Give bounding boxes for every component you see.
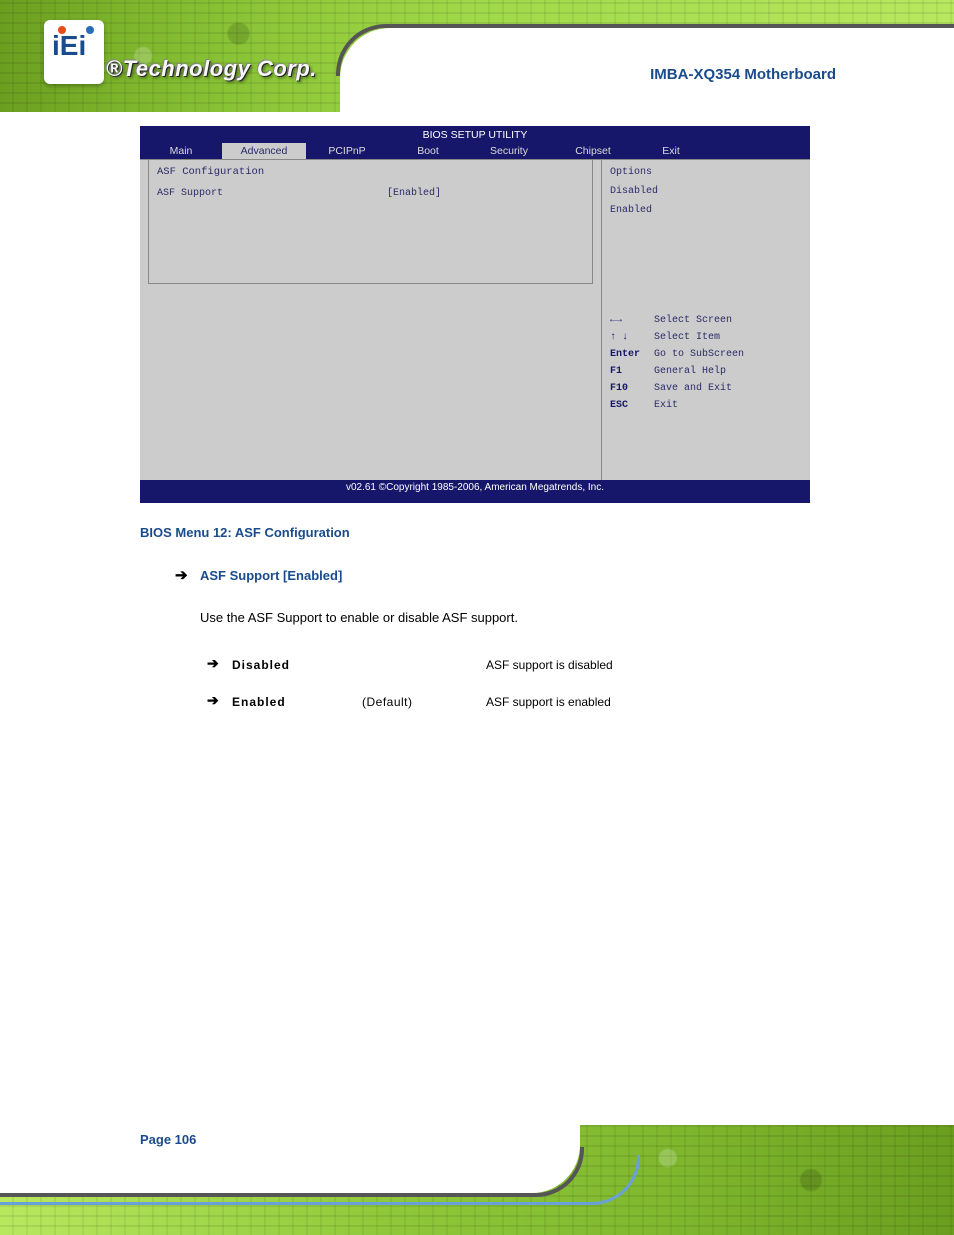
option-text: ASF support is disabled <box>486 658 613 672</box>
banner-accent <box>0 1155 640 1205</box>
top-banner: ®Technology Corp. <box>0 0 954 112</box>
bios-help-panel: Options Disabled Enabled ←→Select Screen… <box>601 160 810 480</box>
bios-tabs: Main Advanced PCIPnP Boot Security Chips… <box>140 143 810 160</box>
product-model: IMBA-XQ354 Motherboard <box>650 66 836 83</box>
setting-label: ASF Support <box>157 188 387 199</box>
bios-title: BIOS SETUP UTILITY <box>140 126 810 143</box>
key-desc: Go to SubScreen <box>654 346 744 363</box>
help-line: Enabled <box>610 204 802 217</box>
key-desc: Select Item <box>654 329 720 346</box>
key-esc: ESC <box>610 397 654 414</box>
section-title: ASF Configuration <box>157 166 584 178</box>
tab-exit[interactable]: Exit <box>636 143 706 159</box>
bios-left-panel: ASF Configuration ASF Support [Enabled] <box>140 160 601 480</box>
page-number: Page 106 <box>140 1132 196 1147</box>
bullet-arrow-icon: ➔ <box>175 566 188 584</box>
option-description: Use the ASF Support to enable or disable… <box>200 608 814 629</box>
key-arrows-lr-icon: ←→ <box>610 312 654 329</box>
key-f10: F10 <box>610 380 654 397</box>
help-line: Options <box>610 166 802 179</box>
bios-copyright: v02.61 ©Copyright 1985-2006, American Me… <box>140 480 810 495</box>
key-enter: Enter <box>610 346 654 363</box>
tab-advanced[interactable]: Advanced <box>222 143 306 159</box>
banner-curve <box>340 28 954 112</box>
logo-icon <box>44 20 104 84</box>
help-line: Disabled <box>610 185 802 198</box>
key-f1: F1 <box>610 363 654 380</box>
tab-boot[interactable]: Boot <box>388 143 468 159</box>
asf-section: ASF Configuration ASF Support [Enabled] <box>148 160 593 284</box>
key-desc: Exit <box>654 397 678 414</box>
tab-main[interactable]: Main <box>140 143 222 159</box>
option-value-label: Disabled <box>232 658 290 672</box>
setting-row[interactable]: ASF Support [Enabled] <box>157 188 584 199</box>
tab-pcipnp[interactable]: PCIPnP <box>306 143 388 159</box>
tab-security[interactable]: Security <box>468 143 550 159</box>
key-arrows-ud-icon: ↑ ↓ <box>610 329 654 346</box>
key-desc: Select Screen <box>654 312 732 329</box>
setting-value: [Enabled] <box>387 188 441 199</box>
bullet-arrow-icon: ➔ <box>207 655 219 672</box>
key-legend: ←→Select Screen ↑ ↓Select Item EnterGo t… <box>610 312 744 414</box>
key-desc: Save and Exit <box>654 380 732 397</box>
option-value-label: Enabled <box>232 695 286 709</box>
bullet-arrow-icon: ➔ <box>207 692 219 709</box>
option-default: (Default) <box>362 695 413 709</box>
bios-body: ASF Configuration ASF Support [Enabled] … <box>140 160 810 480</box>
bios-window: BIOS SETUP UTILITY Main Advanced PCIPnP … <box>140 126 810 503</box>
figure-caption: BIOS Menu 12: ASF Configuration <box>140 525 350 540</box>
tab-chipset[interactable]: Chipset <box>550 143 636 159</box>
option-heading: ASF Support [Enabled] <box>200 568 342 583</box>
key-desc: General Help <box>654 363 726 380</box>
brand-text: ®Technology Corp. <box>106 56 317 82</box>
option-text: ASF support is enabled <box>486 695 611 709</box>
